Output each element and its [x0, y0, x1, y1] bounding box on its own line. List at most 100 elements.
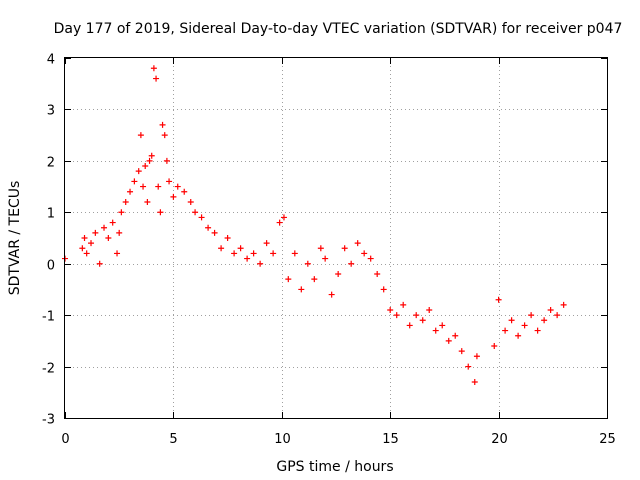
data-point [419, 317, 426, 324]
data-point [122, 199, 129, 205]
y-tick-label: -1 [42, 310, 55, 325]
data-point [88, 240, 95, 247]
data-point [118, 209, 125, 216]
data-point [393, 312, 400, 319]
data-point [541, 317, 548, 324]
data-point [304, 260, 311, 267]
x-tick-label: 25 [599, 432, 616, 447]
data-point [166, 178, 173, 185]
data-point [144, 199, 151, 205]
data-point [244, 255, 251, 262]
y-tick-label: 0 [47, 259, 55, 274]
data-point [131, 178, 138, 185]
grid [65, 58, 607, 418]
data-point [109, 219, 116, 226]
data-point [83, 250, 90, 257]
data-point [140, 183, 147, 190]
data-point [81, 235, 88, 241]
data-point [380, 286, 387, 293]
data-point [142, 163, 149, 169]
data-point [317, 245, 324, 252]
data-point [153, 75, 160, 82]
data-point [270, 250, 277, 257]
data-point [218, 245, 225, 252]
data-point [211, 229, 218, 236]
x-axis-label: GPS time / hours [276, 459, 393, 475]
data-point [341, 245, 348, 252]
y-tick-label: -3 [42, 413, 55, 428]
y-tick-label: -2 [42, 362, 55, 377]
data-point [135, 168, 142, 175]
data-point [231, 250, 238, 257]
tick-labels: 0 5 10 15 20 25 -3 -2 -1 0 1 2 3 4 [42, 53, 616, 448]
data-point [127, 188, 134, 195]
data-point [187, 199, 194, 205]
data-point [426, 307, 433, 313]
data-point [515, 332, 522, 339]
data-point [528, 312, 535, 319]
data-point [291, 250, 298, 257]
chart-title: Day 177 of 2019, Sidereal Day-to-day VTE… [54, 21, 623, 37]
data-point [387, 307, 394, 313]
data-point [198, 214, 205, 221]
data-point [311, 276, 318, 283]
y-tick-label: 2 [47, 156, 55, 171]
data-point [192, 209, 199, 216]
data-point [534, 327, 541, 334]
axis-ticks [65, 58, 608, 419]
data-point [224, 235, 231, 241]
data-point [257, 260, 264, 267]
data-point [328, 291, 335, 298]
data-point [560, 301, 567, 308]
data-point [280, 214, 287, 221]
data-point [406, 322, 413, 329]
data-point [263, 240, 270, 247]
data-point [150, 65, 157, 72]
data-point [250, 250, 257, 257]
data-point [137, 132, 144, 139]
data-point [157, 209, 164, 216]
data-point [79, 245, 86, 252]
data-series-p047 [62, 65, 567, 385]
data-point [374, 271, 381, 277]
data-point [502, 327, 509, 334]
data-point [276, 219, 283, 226]
x-tick-label: 0 [61, 432, 69, 447]
data-point [432, 327, 439, 334]
y-tick-label: 1 [47, 207, 55, 222]
data-point [554, 312, 561, 319]
data-point [361, 250, 368, 257]
data-point [116, 229, 123, 236]
y-axis-label: SDTVAR / TECUs [7, 181, 23, 296]
data-point [508, 317, 515, 324]
data-point [547, 307, 554, 313]
data-point [159, 121, 166, 128]
x-tick-label: 20 [491, 432, 508, 447]
data-point [491, 343, 498, 349]
data-point [439, 322, 446, 329]
data-point [237, 245, 244, 252]
data-point [458, 348, 465, 355]
y-tick-label: 3 [47, 104, 55, 119]
data-point [148, 152, 155, 159]
data-point [92, 229, 99, 236]
data-point [495, 296, 502, 303]
data-point [146, 157, 153, 164]
data-point [348, 260, 355, 267]
data-point [400, 301, 407, 308]
data-point [367, 255, 374, 262]
data-point [521, 322, 528, 329]
data-point [354, 240, 361, 247]
data-point [413, 312, 420, 319]
data-point [96, 260, 103, 267]
data-point [101, 224, 108, 231]
data-point [205, 224, 212, 231]
data-point [174, 183, 181, 190]
data-point [465, 363, 472, 370]
x-tick-label: 15 [382, 432, 399, 447]
x-tick-label: 10 [274, 432, 291, 447]
data-point [298, 286, 305, 293]
data-point [170, 193, 177, 200]
plot-frame [64, 57, 608, 419]
data-point [452, 332, 459, 339]
